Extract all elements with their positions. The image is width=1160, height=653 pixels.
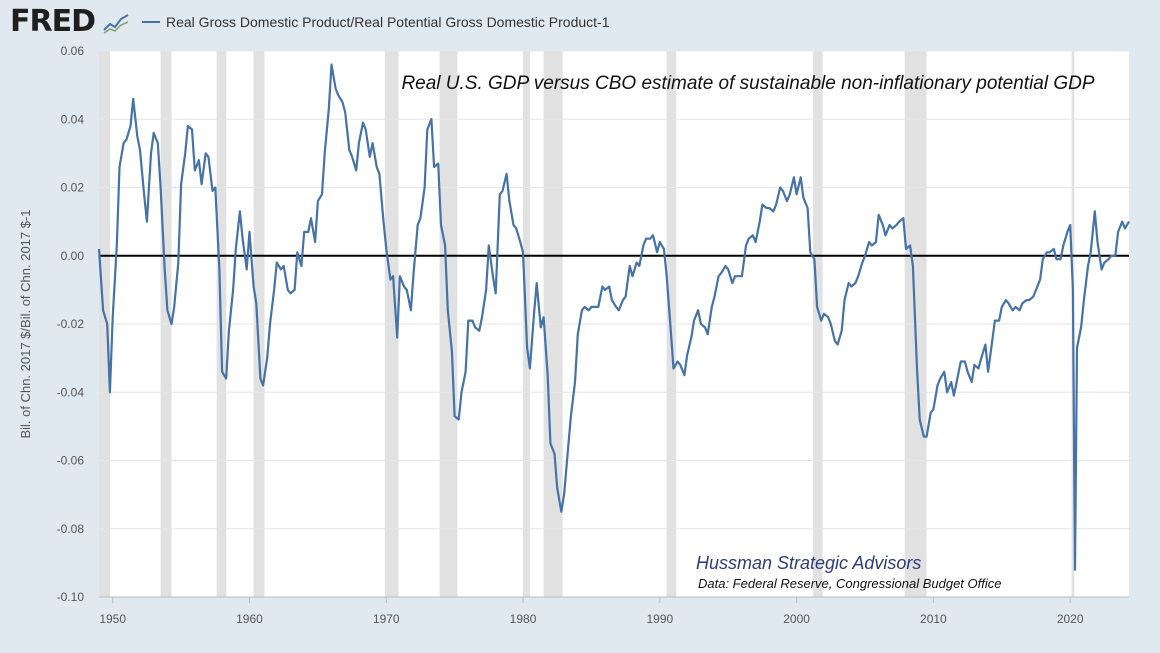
credit-line: Hussman Strategic Advisors	[696, 553, 921, 573]
x-tick-label: 1990	[646, 612, 673, 626]
x-tick-label: 2000	[783, 612, 810, 626]
legend-swatch	[142, 21, 160, 23]
y-tick-label: 0.04	[61, 112, 85, 126]
y-axis: 0.06 0.04 0.02 0.00 -0.02 -0.04 -0.06 -0.08 -0.1…	[57, 44, 85, 604]
chart-title: Real U.S. GDP versus CBO estimate of sus…	[401, 73, 1094, 94]
y-tick-label: -0.10	[57, 590, 85, 604]
y-tick-label: -0.06	[57, 454, 85, 468]
legend-label: Real Gross Domestic Product/Real Potenti…	[166, 14, 610, 30]
y-tick-label: 0.02	[61, 181, 85, 195]
y-axis-label: Bil. of Chn. 2017 $/Bil. of Chn. 2017 $-…	[18, 209, 33, 438]
x-tick-label: 1970	[373, 612, 400, 626]
y-tick-label: -0.08	[57, 522, 85, 536]
x-axis: 1950 1960 1970 1980 1990 2000 2010 2020	[99, 596, 1129, 626]
y-tick-label: -0.02	[57, 317, 85, 331]
y-tick-label: -0.04	[57, 385, 85, 399]
x-tick-label: 1960	[236, 612, 263, 626]
series-line	[97, 63, 1130, 571]
x-tick-label: 2020	[1057, 612, 1084, 626]
source-line: Data: Federal Reserve, Congressional Bud…	[698, 576, 1002, 591]
chart-legend[interactable]: Real Gross Domestic Product/Real Potenti…	[142, 14, 610, 30]
x-tick-label: 1950	[99, 612, 126, 626]
y-tick-label: 0.06	[61, 44, 85, 58]
y-tick-label: 0.00	[61, 249, 85, 263]
fred-logo[interactable]: FRED	[10, 4, 96, 39]
x-tick-label: 2010	[920, 612, 947, 626]
x-tick-label: 1980	[510, 612, 537, 626]
fred-chart-icon	[102, 12, 130, 34]
